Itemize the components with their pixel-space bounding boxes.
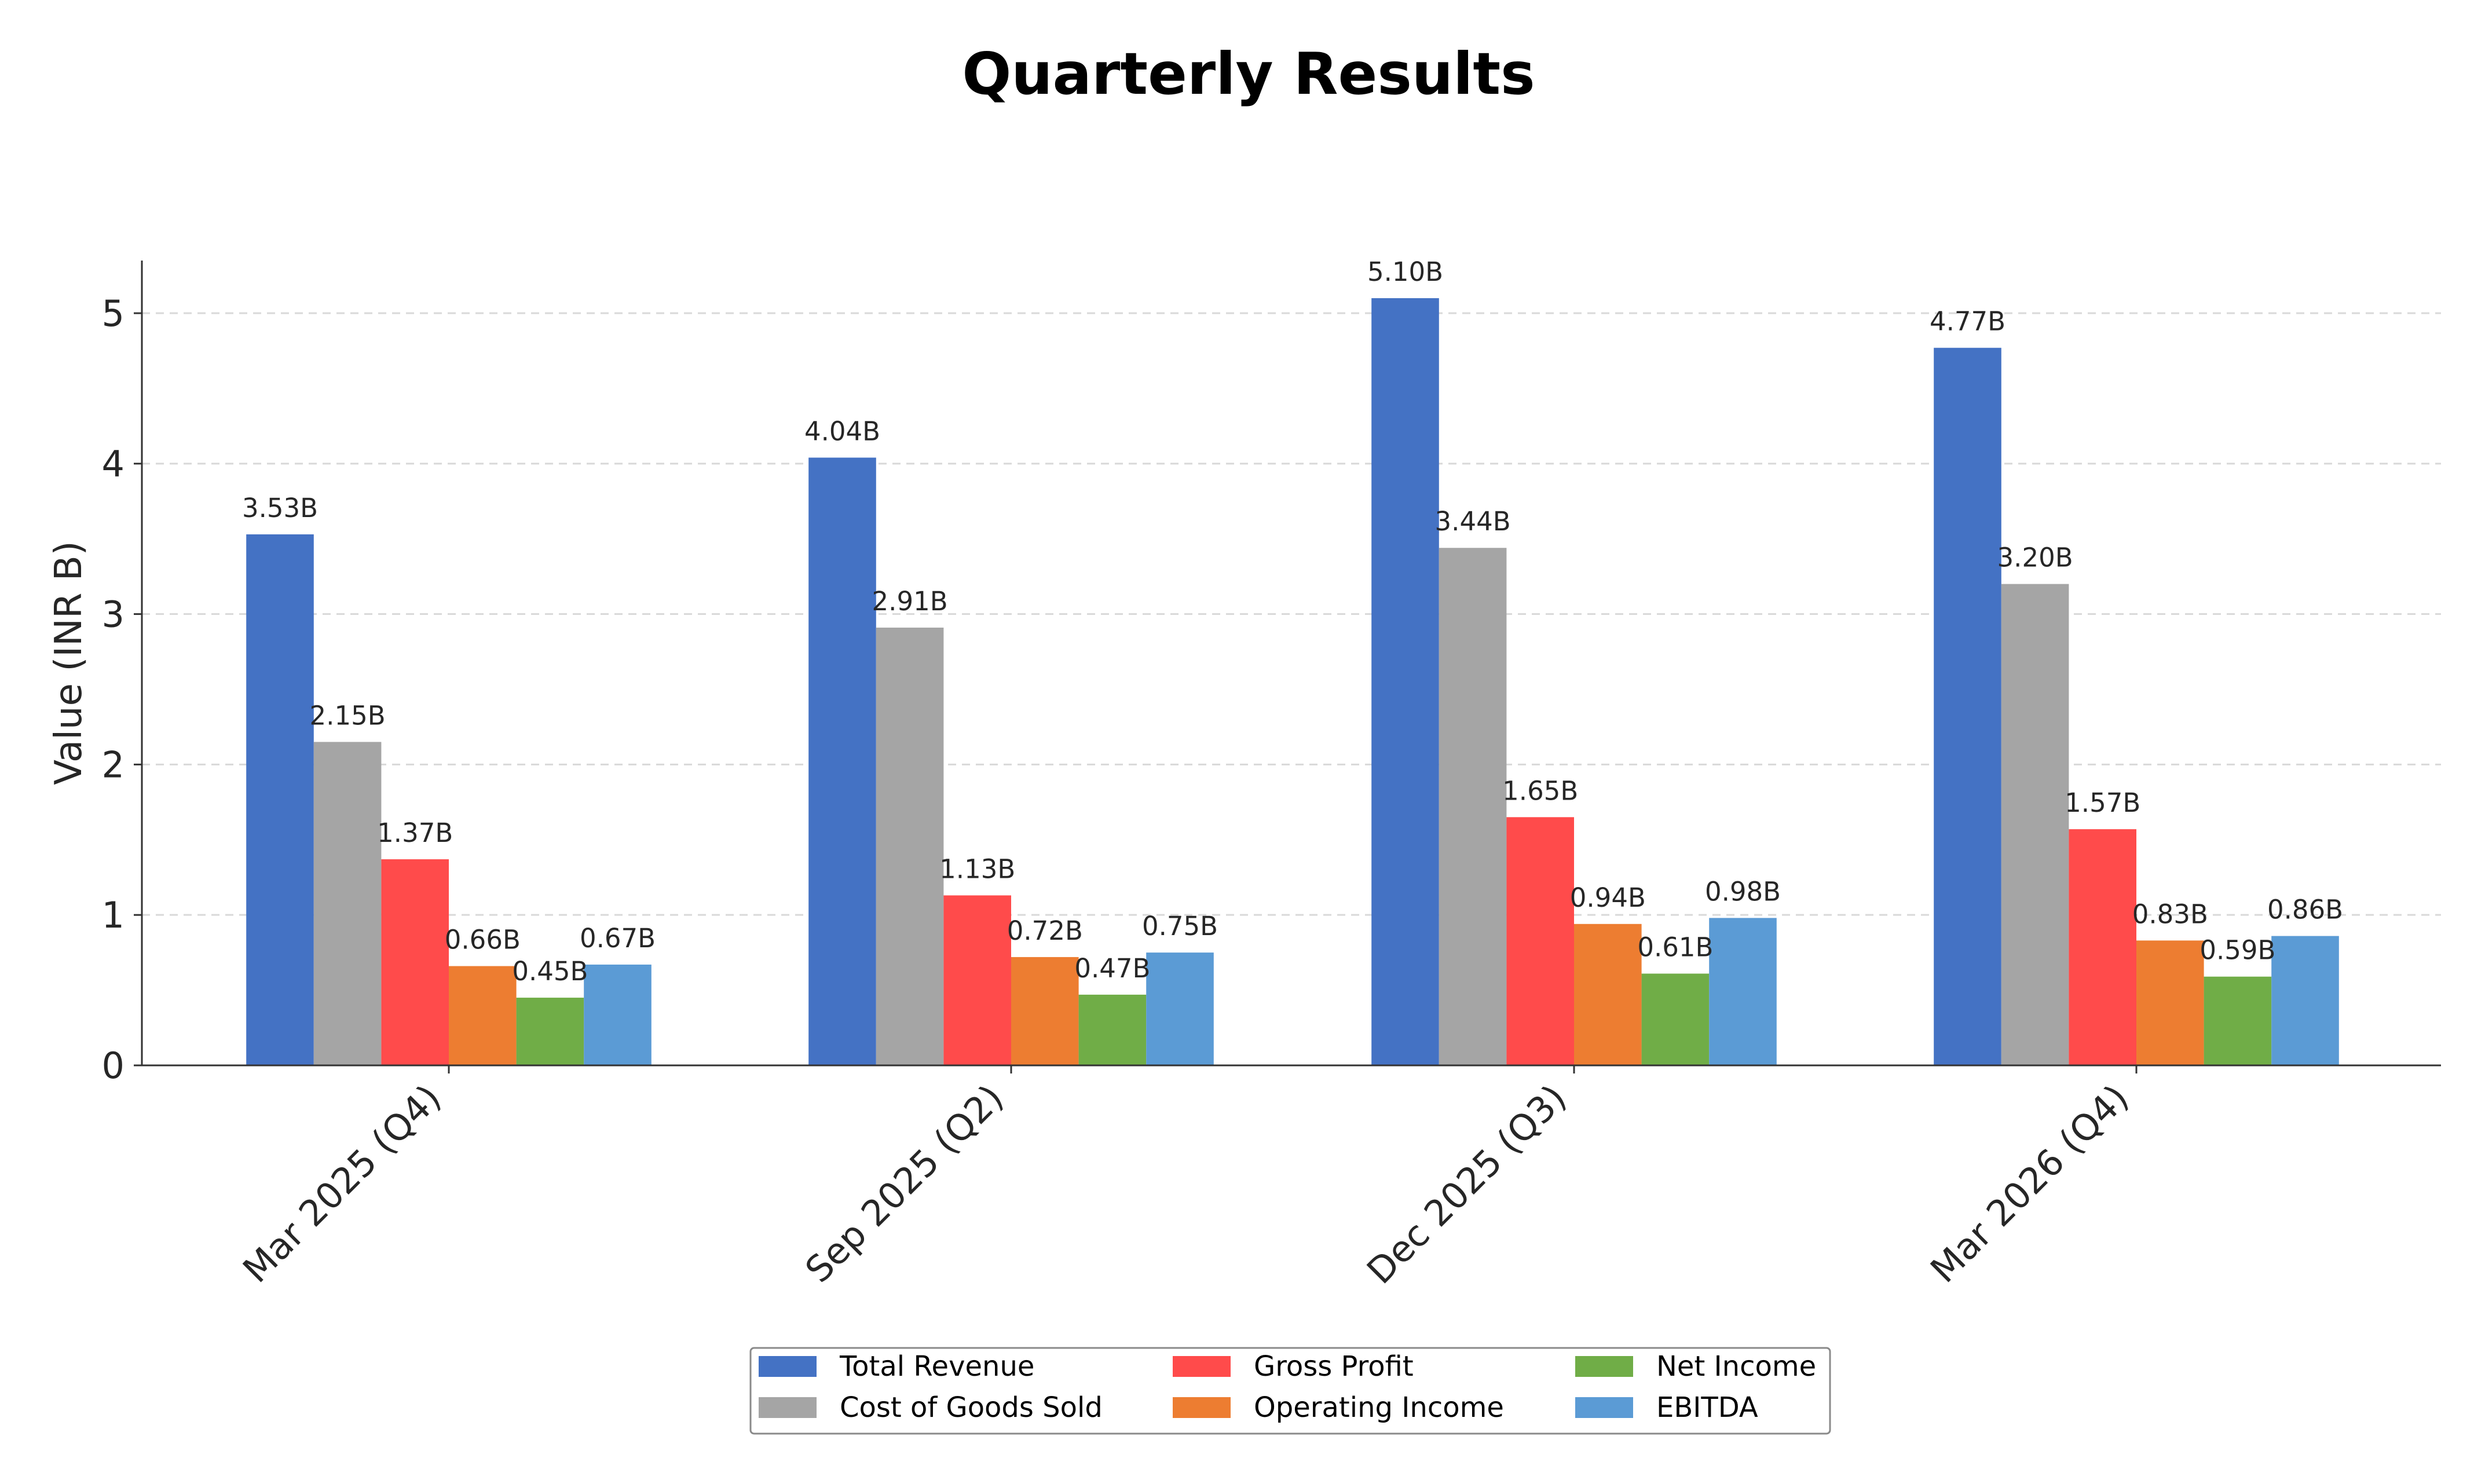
- data-label: 5.10B: [1367, 257, 1443, 287]
- data-label: 4.04B: [804, 416, 880, 446]
- data-label: 1.65B: [1502, 775, 1578, 806]
- data-label: 3.53B: [242, 493, 318, 523]
- legend-swatch: [759, 1397, 817, 1418]
- data-label: 0.98B: [1705, 876, 1781, 907]
- data-label: 0.72B: [1007, 915, 1083, 946]
- legend-label: Operating Income: [1254, 1391, 1504, 1424]
- x-tick-label: Dec 2025 (Q3): [1359, 1076, 1575, 1292]
- bar: [246, 534, 314, 1065]
- y-tick-label: 2: [102, 743, 125, 786]
- bar: [2204, 976, 2272, 1065]
- bar: [1439, 548, 1507, 1065]
- bar: [584, 964, 652, 1065]
- bar: [2271, 936, 2339, 1065]
- legend-swatch: [759, 1356, 817, 1377]
- legend-label: Total Revenue: [839, 1350, 1034, 1383]
- legend-swatch: [1173, 1397, 1231, 1418]
- bar: [1506, 817, 1574, 1065]
- data-label: 0.47B: [1074, 953, 1150, 984]
- bar: [808, 457, 876, 1065]
- gridlines: [142, 312, 2441, 916]
- chart-title: Quarterly Results: [962, 40, 1535, 108]
- data-label: 1.57B: [2065, 787, 2140, 818]
- bars: [246, 298, 2339, 1065]
- bar: [1934, 347, 2001, 1065]
- legend-swatch: [1575, 1397, 1633, 1418]
- y-tick-label: 3: [102, 593, 125, 636]
- legend-label: Cost of Goods Sold: [840, 1391, 1103, 1424]
- legend-label: EBITDA: [1656, 1391, 1758, 1424]
- y-axis-label: Value (INR B): [47, 541, 90, 785]
- bar: [1641, 973, 1710, 1065]
- bar: [449, 966, 517, 1065]
- data-label: 2.91B: [872, 586, 948, 617]
- bar: [2001, 584, 2069, 1065]
- axes: [141, 261, 2441, 1067]
- data-label: 1.37B: [377, 818, 453, 848]
- data-label: 0.75B: [1142, 911, 1218, 941]
- x-tick-label: Mar 2025 (Q4): [235, 1076, 449, 1291]
- bar: [2069, 829, 2136, 1065]
- y-tick-label: 5: [102, 292, 125, 335]
- bar: [1078, 994, 1147, 1065]
- legend: Total Revenue Cost of Goods Sold Gross Pro…: [749, 1347, 1831, 1435]
- bar: [516, 998, 584, 1065]
- data-label: 4.77B: [1930, 306, 2005, 337]
- y-tick-label: 0: [102, 1045, 125, 1087]
- legend-swatch: [1575, 1356, 1633, 1377]
- bar: [943, 895, 1011, 1065]
- data-label: 0.94B: [1570, 882, 1646, 913]
- data-label: 0.86B: [2267, 895, 2343, 925]
- bar: [1371, 298, 1439, 1065]
- x-ticks: Mar 2025 (Q4) Sep 2025 (Q2) Dec 2025 (Q3) M…: [235, 1065, 2138, 1292]
- bar: [1011, 957, 1079, 1065]
- bar: [2136, 940, 2204, 1065]
- legend-box: [749, 1347, 1831, 1435]
- data-label: 1.13B: [939, 853, 1015, 884]
- data-label: 2.15B: [310, 700, 386, 731]
- bar: [876, 627, 944, 1065]
- bar: [1146, 952, 1214, 1065]
- data-label: 3.20B: [1997, 543, 2073, 573]
- data-label: 0.61B: [1637, 932, 1713, 963]
- legend-swatch: [1173, 1356, 1231, 1377]
- bar: [313, 742, 382, 1065]
- y-tick-label: 1: [102, 894, 125, 936]
- data-label: 0.45B: [512, 956, 588, 987]
- data-label: 0.59B: [2199, 935, 2275, 966]
- legend-label: Net Income: [1656, 1350, 1816, 1383]
- data-label: 0.83B: [2132, 899, 2208, 929]
- y-ticks: 0 1 2 3 4 5: [102, 292, 142, 1087]
- data-label: 0.67B: [580, 923, 656, 954]
- bar: [1709, 918, 1777, 1065]
- data-label: 0.66B: [445, 925, 521, 955]
- legend-label: Gross Profit: [1254, 1350, 1414, 1383]
- x-tick-label: Mar 2026 (Q4): [1922, 1076, 2136, 1291]
- bar: [1574, 924, 1642, 1065]
- y-tick-label: 4: [102, 443, 125, 485]
- x-tick-label: Sep 2025 (Q2): [797, 1076, 1011, 1291]
- bar: [381, 859, 449, 1065]
- data-label: 3.44B: [1435, 506, 1511, 537]
